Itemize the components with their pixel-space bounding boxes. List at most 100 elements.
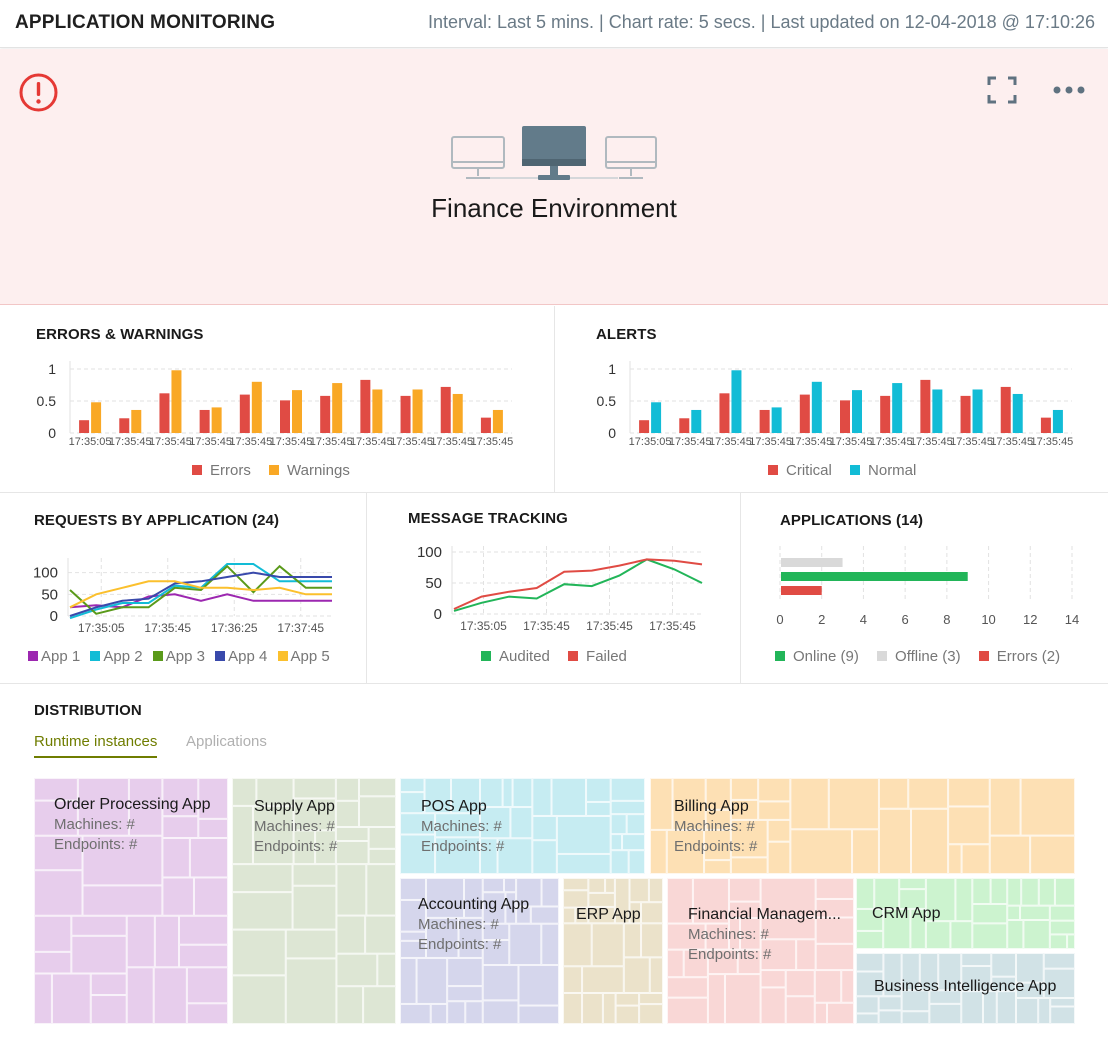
x-tick-label: 17:35:45 bbox=[789, 436, 832, 448]
applications-chart: 0 2 4 6 8 10 12 14 bbox=[776, 546, 1079, 627]
sub-cell bbox=[368, 827, 396, 849]
tile-supply-app[interactable]: Supply App Machines: # Endpoints: # bbox=[232, 778, 396, 1024]
sub-cell bbox=[179, 915, 228, 945]
x-tick-label: 17:37:45 bbox=[277, 621, 324, 635]
legend-offline[interactable]: Offline (3) bbox=[877, 648, 961, 665]
x-tick-label: 17:35:45 bbox=[1030, 436, 1073, 448]
sub-cell bbox=[532, 815, 557, 841]
legend-app-1[interactable]: App 1 bbox=[28, 648, 80, 665]
sub-cell bbox=[480, 807, 511, 839]
x-tick-label: 2 bbox=[818, 612, 825, 627]
x-tick-label: 17:35:45 bbox=[709, 436, 752, 448]
bar-errors bbox=[79, 420, 90, 433]
x-tick-label: 17:35:45 bbox=[649, 619, 696, 633]
tile-subdivisions bbox=[400, 878, 559, 1024]
sub-cell bbox=[563, 992, 583, 1024]
sub-cell bbox=[639, 992, 663, 1005]
tile-crm-app[interactable]: CRM App bbox=[856, 878, 1075, 949]
sub-cell bbox=[1038, 878, 1055, 906]
sub-cell bbox=[193, 877, 228, 916]
sub-cell bbox=[610, 800, 645, 815]
tile-subdivisions bbox=[856, 878, 1075, 949]
legend-app-3[interactable]: App 3 bbox=[152, 648, 205, 665]
bar-errors bbox=[199, 409, 210, 433]
bar-errors bbox=[781, 586, 822, 595]
sub-cell bbox=[541, 878, 559, 907]
sub-cell bbox=[71, 915, 127, 936]
sub-cell bbox=[989, 778, 1021, 836]
legend-normal[interactable]: Normal bbox=[850, 462, 916, 479]
bar-normal bbox=[691, 409, 702, 433]
tile-erp-app[interactable]: ERP App bbox=[563, 878, 663, 1024]
x-tick-label: 0 bbox=[776, 612, 783, 627]
sub-cell bbox=[400, 813, 436, 835]
sub-cell bbox=[400, 940, 427, 958]
fullscreen-icon[interactable] bbox=[986, 75, 1018, 105]
sub-cell bbox=[1020, 778, 1075, 836]
sub-cell bbox=[827, 1002, 854, 1024]
sub-cell bbox=[950, 921, 973, 949]
sub-cell bbox=[666, 829, 705, 874]
x-tick-label: 17:35:45 bbox=[523, 619, 570, 633]
sub-cell bbox=[961, 844, 990, 874]
divider bbox=[0, 683, 1108, 684]
bar-warnings bbox=[91, 402, 102, 433]
sub-cell bbox=[293, 778, 336, 799]
legend-failed[interactable]: Failed bbox=[568, 648, 627, 665]
sub-cell bbox=[760, 987, 786, 1024]
sub-cell bbox=[516, 878, 542, 907]
sub-cell bbox=[683, 949, 708, 978]
sub-cell bbox=[336, 986, 364, 1024]
y-tick-label: 0 bbox=[608, 425, 616, 441]
requests-legend: App 1 App 2 App 3 App 4 App 5 bbox=[28, 648, 330, 665]
legend-app-4[interactable]: App 4 bbox=[215, 648, 267, 665]
tile-order-processing-app[interactable]: Order Processing App Machines: # Endpoin… bbox=[34, 778, 228, 1024]
environment-hero: Finance Environment bbox=[0, 49, 1108, 305]
legend-online[interactable]: Online (9) bbox=[775, 648, 859, 665]
sub-cell bbox=[518, 965, 559, 1006]
x-tick-label: 17:35:45 bbox=[749, 436, 792, 448]
sub-cell bbox=[480, 778, 503, 808]
sub-cell bbox=[358, 778, 396, 797]
sub-cell bbox=[672, 778, 706, 830]
legend-app-2[interactable]: App 2 bbox=[90, 648, 143, 665]
sub-cell bbox=[482, 1000, 519, 1024]
legend-errors[interactable]: Errors (2) bbox=[978, 648, 1060, 665]
sub-cell bbox=[878, 1010, 902, 1024]
legend-errors[interactable]: Errors bbox=[192, 462, 251, 479]
bar-warnings bbox=[171, 370, 182, 433]
legend-warnings[interactable]: Warnings bbox=[269, 462, 350, 479]
x-tick-label: 17:35:45 bbox=[189, 436, 232, 448]
distribution-treemap: Order Processing App Machines: # Endpoin… bbox=[34, 778, 1075, 1024]
legend-app-5[interactable]: App 5 bbox=[277, 648, 330, 665]
sub-cell bbox=[692, 878, 729, 924]
sub-cell bbox=[34, 835, 83, 871]
tile-financial-management-app[interactable]: Financial Managem... Machines: # Endpoin… bbox=[667, 878, 854, 1024]
sub-cell bbox=[575, 907, 589, 924]
applications-title: APPLICATIONS (14) bbox=[780, 512, 924, 529]
tile-business-intelligence-app[interactable]: Business Intelligence App bbox=[856, 953, 1075, 1024]
tab-runtime-instances[interactable]: Runtime instances bbox=[34, 733, 158, 758]
sub-cell bbox=[582, 992, 603, 1024]
bar-warnings bbox=[332, 383, 343, 433]
sub-cell bbox=[1020, 905, 1050, 921]
sub-cell bbox=[512, 778, 533, 808]
tile-billing-app[interactable]: Billing App Machines: # Endpoints: # bbox=[650, 778, 1075, 874]
tile-accounting-app[interactable]: Accounting App Machines: # Endpoints: # bbox=[400, 878, 559, 1024]
sub-cell bbox=[628, 850, 645, 874]
bar-normal bbox=[932, 389, 943, 433]
sub-cell bbox=[883, 953, 902, 997]
tile-pos-app[interactable]: POS App Machines: # Endpoints: # bbox=[400, 778, 645, 874]
sub-cell bbox=[416, 957, 448, 1004]
sub-cell bbox=[728, 878, 761, 902]
sub-cell bbox=[505, 892, 517, 924]
alert-circle-icon[interactable] bbox=[18, 72, 59, 113]
sub-cell bbox=[1023, 920, 1050, 949]
legend-critical[interactable]: Critical bbox=[768, 462, 832, 479]
tab-applications[interactable]: Applications bbox=[186, 733, 267, 750]
sub-cell bbox=[705, 923, 729, 950]
legend-audited[interactable]: Audited bbox=[481, 648, 550, 665]
sub-cell bbox=[400, 957, 417, 1004]
more-horizontal-icon[interactable] bbox=[1052, 83, 1088, 97]
sub-cell bbox=[34, 915, 72, 952]
